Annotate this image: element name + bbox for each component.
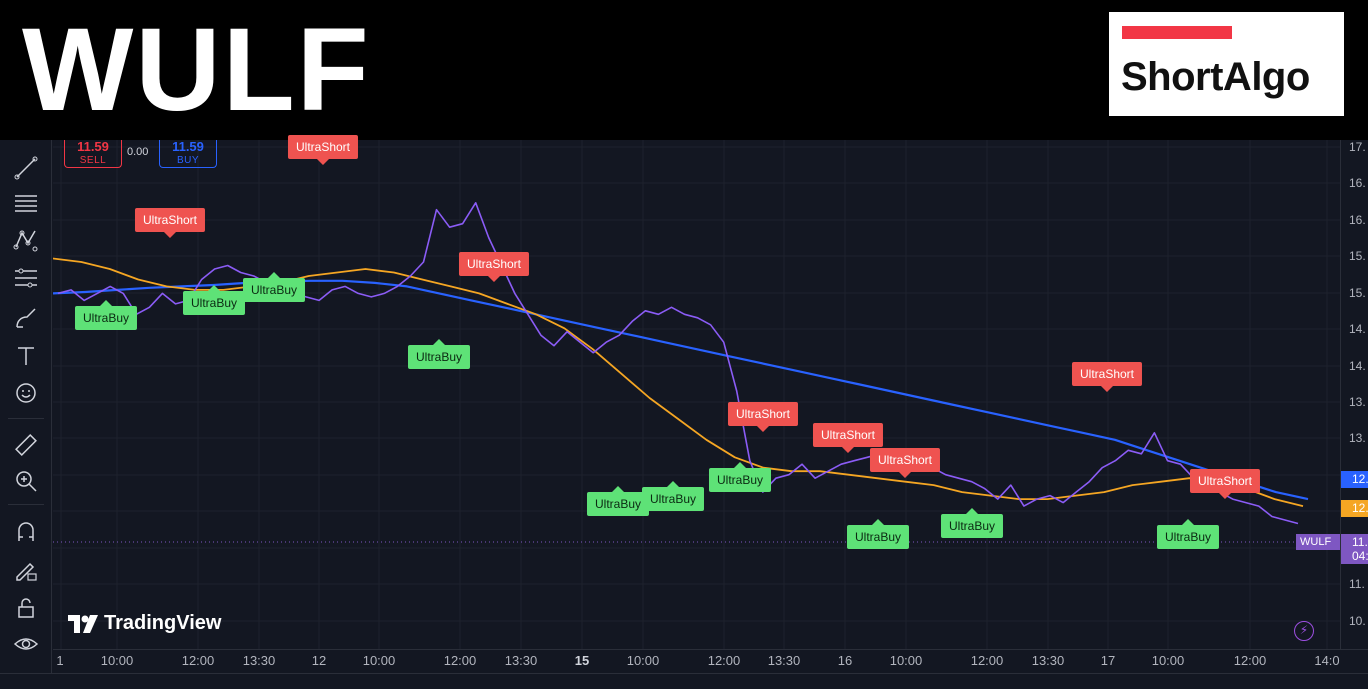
time-tick-label: 17	[1100, 653, 1116, 668]
brand-logo: ShortAlgo	[1109, 12, 1344, 116]
drawing-toolbar	[0, 140, 52, 689]
price-tick-label: 15.	[1349, 286, 1366, 300]
time-tick-label: 12:00	[707, 653, 741, 668]
time-tick-label: 14:0	[1314, 653, 1340, 668]
text-icon[interactable]	[10, 340, 42, 372]
ultrabuy-signal-label[interactable]: UltraBuy	[940, 508, 1004, 538]
fib-retracement-icon[interactable]	[10, 187, 42, 219]
ultrashort-signal-label[interactable]: UltraShort	[1071, 362, 1143, 392]
tradingview-watermark[interactable]: TradingView	[68, 612, 221, 635]
countdown-label: 04:	[1352, 549, 1368, 563]
symbol-price-label: WULF	[1296, 534, 1340, 550]
ultrabuy-signal-label[interactable]: UltraBuy	[846, 519, 910, 549]
ultrabuy-signal-label[interactable]: UltraBuy	[586, 486, 650, 516]
brand-name: ShortAlgo	[1121, 55, 1310, 99]
price-chart	[53, 140, 1340, 649]
price-tick-label: 10.	[1349, 614, 1366, 628]
time-tick-label: 10:00	[626, 653, 660, 668]
time-tick-label: 13:30	[767, 653, 801, 668]
grid	[53, 140, 1340, 649]
toolbar-divider	[8, 504, 44, 505]
time-axis[interactable]: 1 10:00 12:00 13:30 12 10:00 12:00 13:30 15 10:00…	[53, 649, 1368, 673]
lock-icon[interactable]	[10, 592, 42, 624]
buy-label: BUY	[176, 155, 200, 166]
ultrabuy-signal-label[interactable]: UltraBuy	[1156, 519, 1220, 549]
brand-bar	[1122, 26, 1232, 39]
time-tick-label: 16	[837, 653, 853, 668]
price-tick-label: 13.	[1349, 395, 1366, 409]
spread-value: 0.00	[127, 146, 149, 158]
ultrashort-signal-label[interactable]: UltraShort	[869, 448, 941, 478]
price-tick-label: 13.	[1349, 431, 1366, 445]
sell-label: SELL	[79, 155, 107, 166]
ultrabuy-signal-label[interactable]: UltraBuy	[74, 300, 138, 330]
emoji-icon[interactable]	[10, 377, 42, 409]
time-tick-label: 10:00	[889, 653, 923, 668]
sell-button[interactable]: 11.59 SELL	[64, 140, 122, 168]
ultrashort-signal-label[interactable]: UltraShort	[458, 252, 530, 282]
tradingview-logo-icon	[68, 614, 98, 633]
sell-price: 11.59	[77, 139, 109, 154]
price-tick-label: 14.	[1349, 359, 1366, 373]
price-tick-label: 16.	[1349, 176, 1366, 190]
time-tick-label: 10:00	[362, 653, 396, 668]
time-tick-label: 12:00	[181, 653, 215, 668]
price-tick-label: 14.	[1349, 322, 1366, 336]
ultrashort-signal-label[interactable]: UltraShort	[727, 402, 799, 432]
price-axis[interactable]: 17. 16. 16. 15. 15. 14. 14. 13. 13. 11. 10. 12. 12. 1…	[1340, 140, 1368, 649]
eye-icon[interactable]	[10, 628, 42, 660]
ultrabuy-signal-label[interactable]: UltraBuy	[407, 339, 471, 369]
price-tick-label: 15.	[1349, 249, 1366, 263]
time-tick-label: 10:00	[1151, 653, 1185, 668]
ultrabuy-signal-label[interactable]: UltraBuy	[641, 481, 705, 511]
time-tick-label: 13:30	[504, 653, 538, 668]
pattern-icon[interactable]	[10, 224, 42, 256]
time-tick-label: 13:30	[242, 653, 276, 668]
time-tick-label: 1	[56, 653, 64, 668]
title-banner: WULF ShortAlgo	[0, 0, 1368, 140]
ultrabuy-signal-label[interactable]: UltraBuy	[242, 272, 306, 302]
ultrashort-signal-label[interactable]: UltraShort	[134, 208, 206, 238]
price-axis-tag: 12.	[1341, 500, 1368, 517]
price-tick-label: 16.	[1349, 213, 1366, 227]
time-tick-label: 15	[574, 653, 590, 668]
ultrashort-signal-label[interactable]: UltraShort	[287, 135, 359, 165]
trend-line-icon[interactable]	[10, 152, 42, 184]
chart-pane[interactable]	[53, 140, 1340, 649]
time-tick-label: 12:00	[970, 653, 1004, 668]
ticker-title: WULF	[22, 4, 371, 136]
zoom-in-icon[interactable]	[10, 465, 42, 497]
ruler-icon[interactable]	[10, 429, 42, 461]
time-tick-label: 13:30	[1031, 653, 1065, 668]
price-axis-tag: 11. 04:	[1341, 534, 1368, 564]
time-tick-label: 10:00	[100, 653, 134, 668]
price-axis-tag: 12.	[1341, 471, 1368, 488]
magnet-icon[interactable]	[10, 516, 42, 548]
bottom-toolbar	[0, 673, 1368, 689]
time-tick-label: 12:00	[443, 653, 477, 668]
buy-price: 11.59	[172, 139, 204, 154]
lock-drawing-icon[interactable]	[10, 554, 42, 586]
forecast-icon[interactable]	[10, 262, 42, 294]
price-tick-label: 17.	[1349, 140, 1366, 154]
ultrabuy-signal-label[interactable]: UltraBuy	[182, 285, 246, 315]
toolbar-divider	[8, 418, 44, 419]
price-tick-label: 11.	[1349, 577, 1365, 591]
buy-button[interactable]: 11.59 BUY	[159, 140, 217, 168]
time-tick-label: 12:00	[1233, 653, 1267, 668]
ultrabuy-signal-label[interactable]: UltraBuy	[708, 462, 772, 492]
lightning-icon[interactable]: ⚡	[1294, 621, 1314, 641]
watermark-text: TradingView	[104, 612, 222, 634]
ultrashort-signal-label[interactable]: UltraShort	[1189, 469, 1261, 499]
time-tick-label: 12	[311, 653, 327, 668]
ultrashort-signal-label[interactable]: UltraShort	[812, 423, 884, 453]
brush-icon[interactable]	[10, 302, 42, 334]
